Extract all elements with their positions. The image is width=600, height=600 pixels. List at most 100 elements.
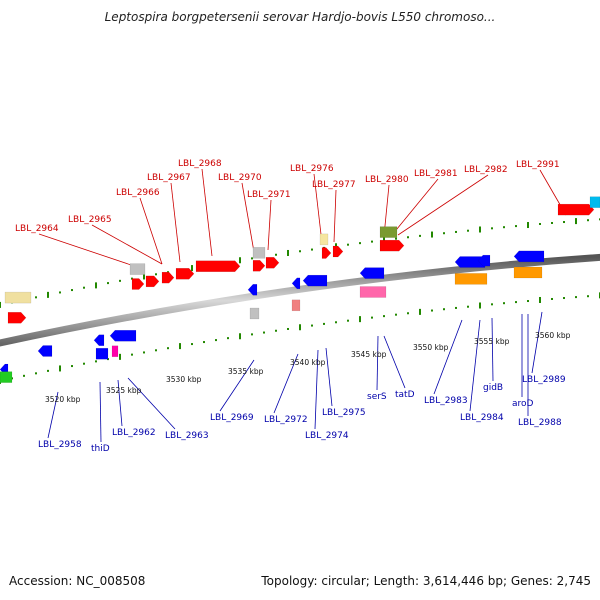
gene-arrow <box>359 286 387 298</box>
leader-line <box>491 317 494 382</box>
kbp-tick-label: 3535 kbp <box>228 367 264 376</box>
gene-label-reverse[interactable]: tatD <box>395 390 415 400</box>
track-dot <box>587 219 589 222</box>
track-dot <box>575 218 577 225</box>
track-dot <box>251 257 253 260</box>
track-dot <box>203 341 205 344</box>
gene-label-forward[interactable]: LBL_2981 <box>414 169 458 179</box>
gene-label-reverse[interactable]: LBL_2958 <box>38 440 82 450</box>
track-dot <box>347 319 349 322</box>
gene-arrow <box>513 266 543 279</box>
gene-label-forward[interactable]: LBL_2964 <box>15 224 59 234</box>
leader-line <box>397 174 489 236</box>
leader-line <box>333 189 337 243</box>
gene-label-reverse[interactable]: thiD <box>91 444 110 454</box>
gene-label-forward[interactable]: LBL_2982 <box>464 165 508 175</box>
track-dot <box>443 308 445 311</box>
gene-label-reverse[interactable]: LBL_2983 <box>424 396 468 406</box>
track-dot <box>359 316 361 323</box>
track-dot <box>59 365 61 372</box>
gene-arrow <box>4 291 32 304</box>
track-dot <box>239 257 241 264</box>
gene-arrow <box>477 254 491 267</box>
kbp-tick-label: 3540 kbp <box>290 358 326 367</box>
track-dot <box>407 236 409 239</box>
leader-line <box>241 182 255 253</box>
kbp-tick-label: 3545 kbp <box>351 350 387 359</box>
track-dot <box>395 237 397 240</box>
track-dot <box>335 321 337 324</box>
gene-label-reverse[interactable]: aroD <box>512 399 534 409</box>
track-dot <box>71 365 73 368</box>
track-dot <box>503 226 505 229</box>
gene-arrow <box>265 257 280 269</box>
leader-line <box>267 199 272 251</box>
gene-arrow <box>37 345 53 357</box>
gene-label-reverse[interactable]: LBL_2974 <box>305 431 349 441</box>
gene-label-reverse[interactable]: gidB <box>483 383 503 393</box>
gene-arrow <box>332 245 344 258</box>
leader-line <box>383 335 406 389</box>
leader-line <box>273 353 299 414</box>
gene-label-reverse[interactable]: LBL_2989 <box>522 375 566 385</box>
gene-arrow <box>247 284 258 296</box>
track-dot <box>551 297 553 300</box>
gene-label-reverse[interactable]: LBL_2963 <box>165 431 209 441</box>
track-dot <box>275 329 277 332</box>
track-dot <box>467 305 469 308</box>
kbp-tick-label: 3560 kbp <box>535 331 571 340</box>
gene-label-reverse[interactable]: LBL_2969 <box>210 413 254 423</box>
track-dot <box>503 302 505 305</box>
track-dot <box>35 296 37 299</box>
gene-label-reverse[interactable]: LBL_2975 <box>322 408 366 418</box>
gene-label-forward[interactable]: LBL_2977 <box>312 180 356 190</box>
gene-label-forward[interactable]: LBL_2967 <box>147 173 191 183</box>
leader-line <box>376 335 379 391</box>
gene-label-forward[interactable]: LBL_2980 <box>365 175 409 185</box>
gene-label-reverse[interactable]: LBL_2962 <box>112 428 156 438</box>
leader-line <box>469 319 481 412</box>
track-dot <box>167 347 169 350</box>
genome-axis <box>0 253 600 347</box>
gene-label-forward[interactable]: LBL_2968 <box>178 159 222 169</box>
track-dot <box>347 243 349 246</box>
track-dot <box>563 221 565 224</box>
gene-arrow <box>195 260 241 273</box>
track-dot <box>575 296 577 299</box>
gene-arrow <box>129 263 146 275</box>
track-dot <box>47 291 49 298</box>
leader-line <box>531 311 543 374</box>
track-dot <box>299 250 301 253</box>
gene-label-reverse[interactable]: LBL_2988 <box>518 418 562 428</box>
gene-arrow <box>161 271 175 284</box>
leader-line <box>38 233 141 269</box>
gene-label-forward[interactable]: LBL_2966 <box>116 188 160 198</box>
track-dot <box>119 353 121 360</box>
gene-label-forward[interactable]: LBL_2970 <box>218 173 262 183</box>
leader-line <box>47 391 59 439</box>
gene-arrow <box>454 273 488 285</box>
track-dot <box>83 362 85 365</box>
leader-line <box>201 168 213 257</box>
gene-label-forward[interactable]: LBL_2976 <box>290 164 334 174</box>
leader-line <box>391 178 439 236</box>
gene-label-forward[interactable]: LBL_2991 <box>516 160 560 170</box>
gene-label-reverse[interactable]: LBL_2984 <box>460 413 504 423</box>
gene-arrow <box>111 345 119 358</box>
track-dot <box>443 232 445 235</box>
track-dot <box>215 339 217 342</box>
track-dot <box>239 333 241 340</box>
gene-arrow <box>291 277 301 290</box>
gene-label-forward[interactable]: LBL_2971 <box>247 190 291 200</box>
track-dot <box>191 265 193 272</box>
gene-arrow <box>319 233 329 246</box>
gene-label-reverse[interactable]: serS <box>367 392 387 402</box>
gene-arrow <box>95 347 109 360</box>
leader-line <box>117 379 123 427</box>
gene-label-forward[interactable]: LBL_2965 <box>68 215 112 225</box>
gene-arrow <box>175 268 195 280</box>
gene-arrow <box>109 330 137 342</box>
track-dot <box>563 297 565 300</box>
gene-label-reverse[interactable]: LBL_2972 <box>264 415 308 425</box>
